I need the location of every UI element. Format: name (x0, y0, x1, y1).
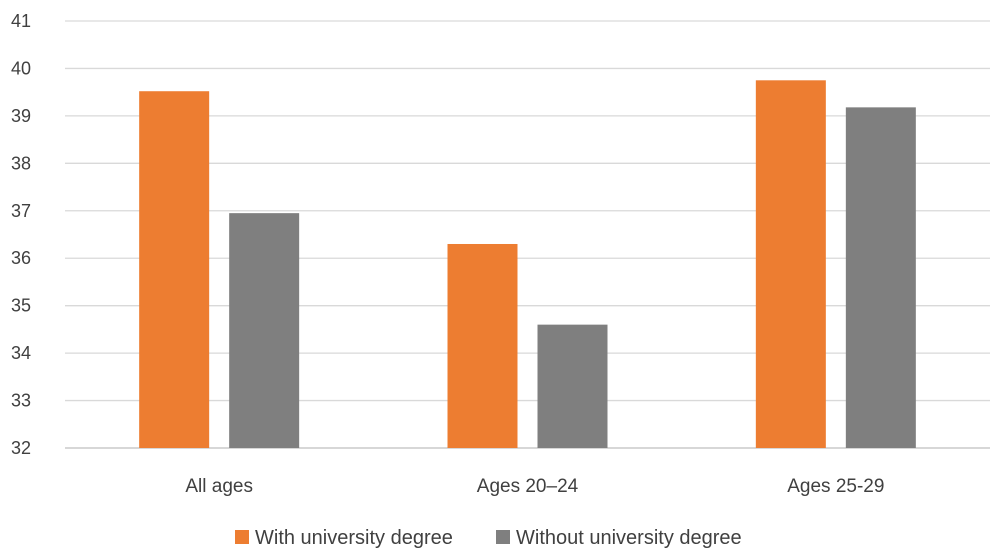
bar-without-degree (537, 324, 608, 448)
y-tick-label: 35 (11, 296, 31, 316)
y-tick-label: 37 (11, 201, 31, 221)
legend-swatch (235, 530, 249, 544)
y-axis-ticks: 32 33 34 35 36 37 38 39 40 41 (11, 11, 31, 458)
y-tick-label: 38 (11, 153, 31, 173)
legend-label: Without university degree (516, 527, 742, 549)
x-category-label: All ages (185, 476, 253, 497)
y-tick-label: 40 (11, 58, 31, 78)
legend-swatch (496, 530, 510, 544)
bar-with-degree (139, 91, 210, 449)
bar-with-degree (755, 80, 826, 449)
y-tick-label: 32 (11, 438, 31, 458)
x-category-label: Ages 20–24 (477, 476, 579, 497)
y-tick-label: 39 (11, 106, 31, 126)
y-tick-label: 34 (11, 343, 31, 363)
gridlines (65, 20, 990, 449)
x-category-label: Ages 25-29 (787, 476, 884, 497)
y-tick-label: 41 (11, 11, 31, 31)
bar-with-degree (447, 243, 518, 448)
legend-label: With university degree (255, 527, 453, 549)
bar-without-degree (229, 213, 300, 448)
y-tick-label: 33 (11, 391, 31, 411)
bar-without-degree (845, 107, 916, 449)
bars (139, 80, 916, 449)
y-tick-label: 36 (11, 248, 31, 268)
x-axis-categories: All ages Ages 20–24 Ages 25-29 (185, 476, 884, 497)
legend: With university degree Without university… (235, 527, 742, 549)
